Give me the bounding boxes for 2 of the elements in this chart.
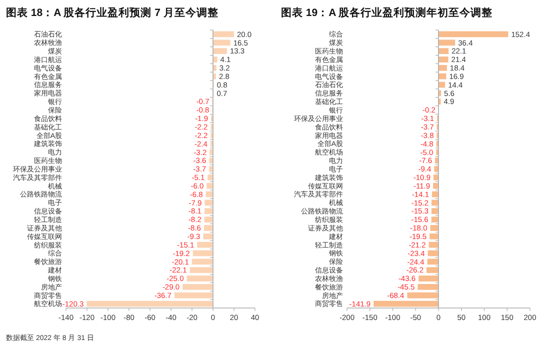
- chart-title: 图表 19：A 股各行业盈利预测年初至今调整: [281, 6, 493, 19]
- chart-title: 图表 18：A 股各行业盈利预测 7 月至今调整: [6, 6, 218, 19]
